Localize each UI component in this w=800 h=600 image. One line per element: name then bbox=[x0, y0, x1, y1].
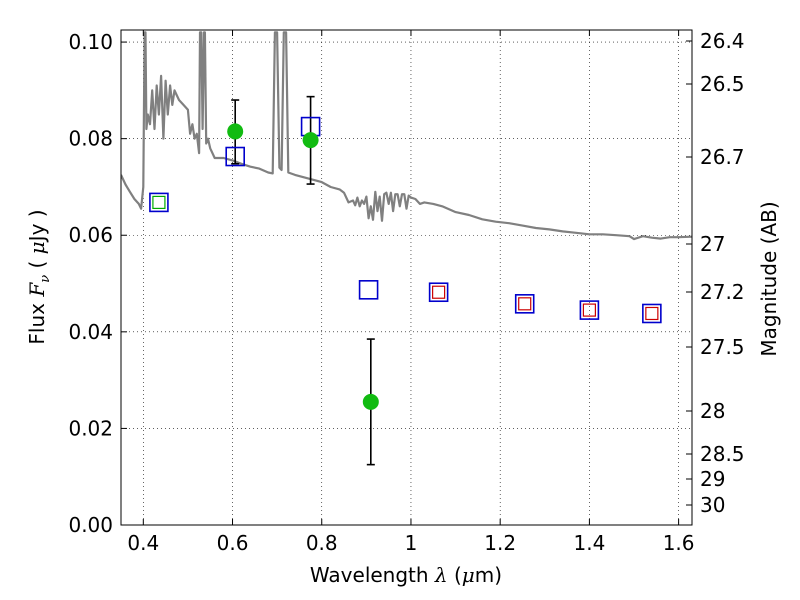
y2-tick-label: 28.5 bbox=[700, 442, 745, 466]
model-square bbox=[428, 282, 449, 303]
y2-tick-label: 27.5 bbox=[700, 335, 745, 359]
observed-point bbox=[302, 132, 319, 149]
model-square bbox=[225, 146, 245, 167]
error-bars bbox=[231, 95, 375, 466]
x-tick-label: 1.4 bbox=[573, 531, 605, 555]
sed-spectrum-line bbox=[121, 31, 692, 241]
y2-tick-label: 29 bbox=[700, 467, 725, 491]
inner-square bbox=[645, 306, 659, 321]
y2-tick-label: 26.4 bbox=[700, 29, 745, 53]
x-tick-label: 0.8 bbox=[306, 531, 338, 555]
model-photometry bbox=[149, 116, 662, 324]
plot-frame bbox=[120, 29, 693, 526]
magnitude-axis-label: Magnitude (AB) bbox=[757, 201, 781, 356]
y2-tick-label: 26.7 bbox=[700, 145, 745, 169]
y2-tick-label: 28 bbox=[700, 399, 725, 423]
observed-point bbox=[362, 393, 379, 410]
y-tick-label: 0.10 bbox=[68, 30, 113, 54]
sed-spectrum bbox=[121, 31, 692, 241]
x-tick-label: 1 bbox=[405, 531, 418, 555]
grid-lines bbox=[121, 30, 692, 526]
y2-tick-label: 27 bbox=[700, 232, 725, 256]
x-tick-label: 0.6 bbox=[217, 531, 249, 555]
model-square bbox=[579, 300, 600, 320]
inner-square bbox=[152, 195, 166, 210]
model-square bbox=[514, 294, 535, 314]
inner-square bbox=[432, 285, 446, 299]
x-tick-label: 1.2 bbox=[484, 531, 516, 555]
y2-tick-label: 26.5 bbox=[700, 72, 745, 96]
x-tick-label: 0.4 bbox=[127, 531, 159, 555]
axis-ticks: 0.4 0.6 0.8 1 1.2 1.4 1.6 0.00 0.02 0.04 0.06 0.08 0… bbox=[68, 29, 744, 555]
x-axis-label: Wavelength λ (μm) bbox=[310, 563, 502, 587]
observed-photometry bbox=[227, 123, 379, 410]
model-square bbox=[642, 303, 662, 324]
y-tick-label: 0.08 bbox=[68, 127, 113, 151]
inner-square bbox=[582, 303, 596, 317]
y-axis-label: Flux Fν ( μJy ) bbox=[25, 209, 53, 344]
y-tick-label: 0.00 bbox=[68, 513, 113, 537]
observed-point bbox=[227, 123, 244, 140]
y-tick-label: 0.06 bbox=[68, 223, 113, 247]
x-tick-label: 1.6 bbox=[663, 531, 695, 555]
y2-tick-label: 27.2 bbox=[700, 280, 745, 304]
y-tick-label: 0.04 bbox=[68, 320, 113, 344]
inner-square bbox=[518, 297, 532, 311]
y-tick-label: 0.02 bbox=[68, 416, 113, 440]
y2-tick-label: 30 bbox=[700, 493, 725, 517]
model-square bbox=[149, 192, 169, 213]
model-square bbox=[358, 280, 379, 300]
